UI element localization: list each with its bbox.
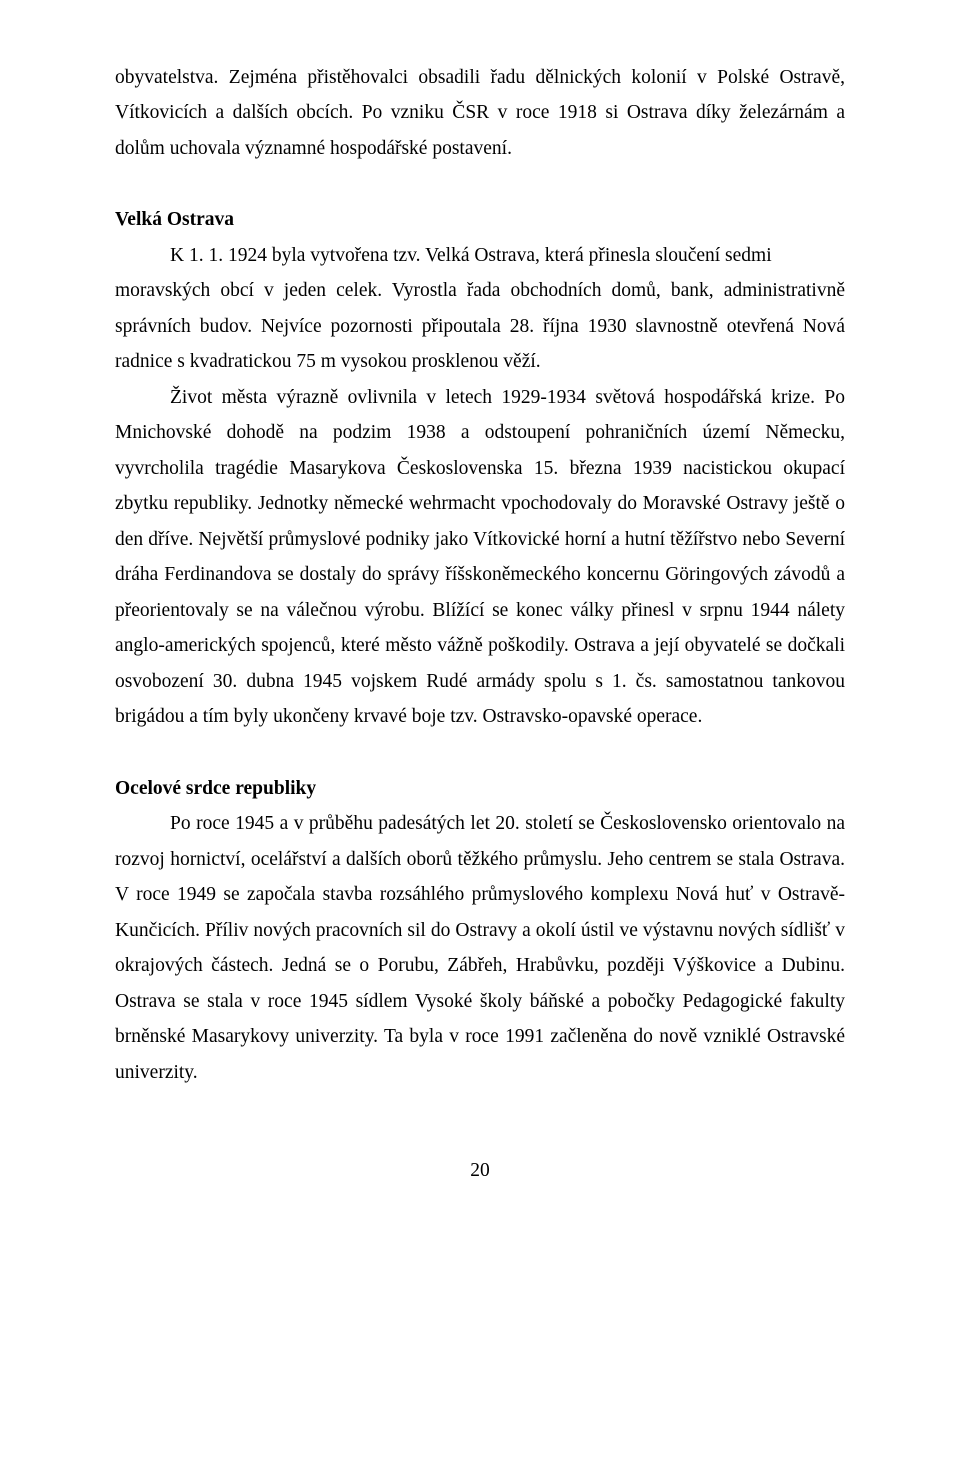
document-page: obyvatelstva. Zejména přistěhovalci obsa… — [0, 0, 960, 1222]
paragraph-4: Po roce 1945 a v průběhu padesátých let … — [115, 806, 845, 1090]
spacer — [115, 735, 845, 771]
paragraph-1: obyvatelstva. Zejména přistěhovalci obsa… — [115, 60, 845, 166]
page-number: 20 — [115, 1160, 845, 1182]
section-heading-velka-ostrava: Velká Ostrava — [115, 202, 845, 237]
paragraph-2-lead-line: K 1. 1. 1924 byla vytvořena tzv. Velká O… — [115, 238, 845, 273]
paragraph-3: Život města výrazně ovlivnila v letech 1… — [115, 380, 845, 735]
paragraph-2-continuation: moravských obcí v jeden celek. Vyrostla … — [115, 273, 845, 379]
section-heading-ocelove-srdce: Ocelové srdce republiky — [115, 771, 845, 806]
spacer — [115, 166, 845, 202]
